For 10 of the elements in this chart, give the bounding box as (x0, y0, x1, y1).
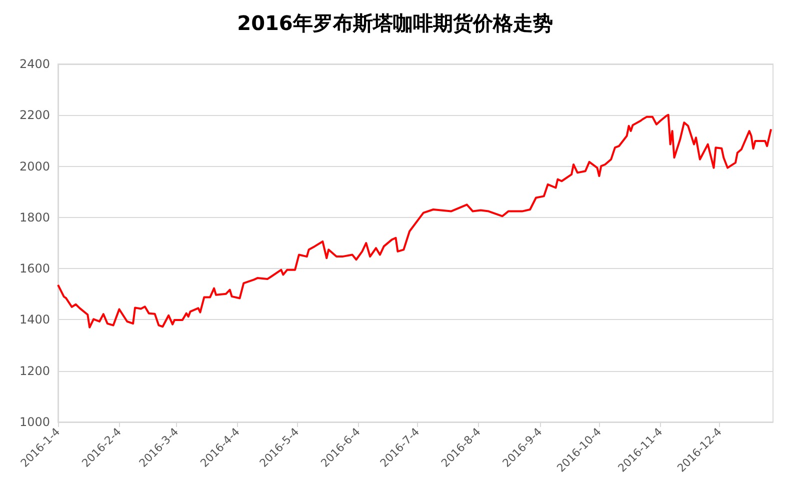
y-tick-label: 2200 (19, 108, 50, 122)
y-tick-label: 1200 (19, 364, 50, 378)
y-tick-label: 1000 (19, 415, 50, 429)
y-tick-label: 1600 (19, 262, 50, 276)
y-tick-label: 2000 (19, 159, 50, 174)
y-tick-label: 1800 (19, 210, 50, 224)
y-tick-label: 1400 (19, 312, 50, 327)
chart-title: 2016年罗布斯塔咖啡期货价格走势 (237, 11, 553, 35)
line-series (57, 114, 772, 328)
y-tick-label: 2400 (19, 57, 50, 71)
